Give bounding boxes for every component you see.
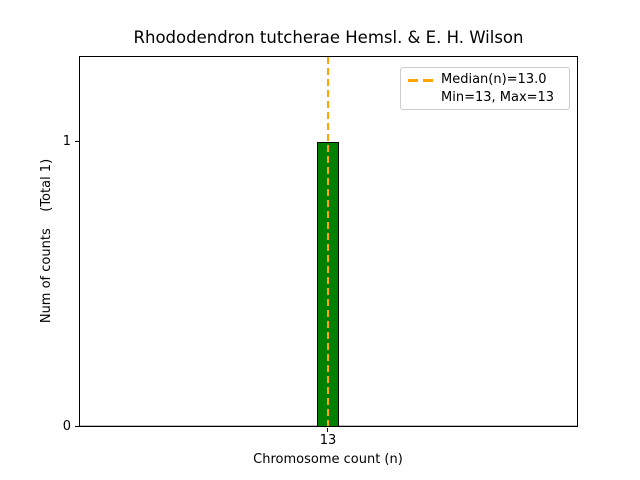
y-axis-label: Num of counts (Total 1) — [39, 158, 54, 324]
y-tick-mark-0 — [75, 426, 79, 427]
y-tick-label-0: 0 — [62, 419, 71, 434]
legend-entry-median-label: Median(n)=13.0 — [441, 72, 547, 87]
y-tick-mark-1 — [75, 141, 79, 142]
legend-entry-minmax: Min=13, Max=13 — [408, 89, 563, 107]
y-tick-label-1: 1 — [62, 134, 71, 149]
x-tick-label-13: 13 — [319, 433, 337, 448]
x-axis-label: Chromosome count (n) — [253, 452, 403, 467]
plot-area — [79, 56, 578, 427]
median-dashed-line — [327, 57, 329, 426]
chart-title: Rhododendron tutcherae Hemsl. & E. H. Wi… — [133, 28, 524, 47]
legend-box: Median(n)=13.0 Min=13, Max=13 — [400, 67, 570, 110]
legend-entry-median: Median(n)=13.0 — [408, 71, 563, 89]
x-tick-mark-13 — [327, 428, 328, 432]
legend-entry-minmax-label: Min=13, Max=13 — [441, 90, 555, 105]
median-line-sample-icon — [408, 78, 434, 82]
